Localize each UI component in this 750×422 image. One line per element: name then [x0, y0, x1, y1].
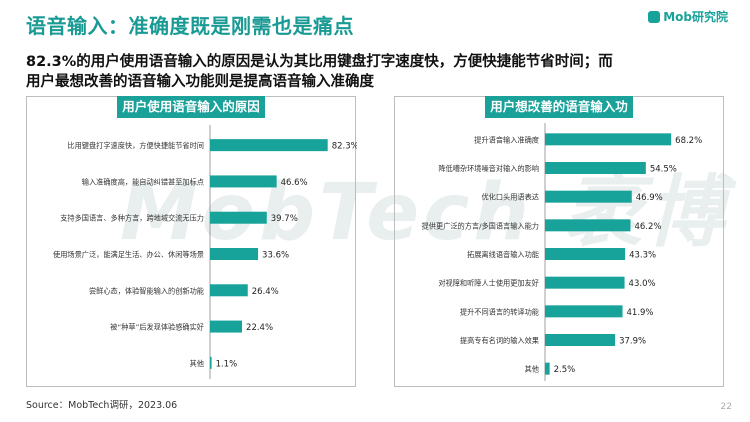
value-label: 33.6%: [262, 251, 289, 261]
value-label: 41.9%: [627, 308, 654, 318]
brand-logo: Mob研究院: [648, 8, 728, 25]
value-label: 39.7%: [271, 214, 298, 224]
bar: [210, 211, 267, 224]
category-label: 尝鲜心态，体验智能输入的创新功能: [89, 286, 204, 295]
value-label: 2.5%: [554, 365, 576, 375]
category-label: 拓展离线语音输入功能: [467, 250, 539, 259]
bar: [210, 284, 248, 297]
value-label: 54.5%: [650, 165, 677, 175]
reasons-chart-panel: 用户使用语音输入的原因 比用键盘打字速度快，方便快捷能节省时间 82.3% 输入准确…: [26, 96, 357, 387]
bar: [545, 276, 625, 289]
category-label: 使用场景广泛，能满足生活、办公、休闲等场景: [53, 250, 204, 259]
improvements-bar-chart: 提升语音输入准确度 68.2% 降低嘈杂环境噪音对输入的影响 54.5% 优化口头用语表…: [422, 123, 702, 381]
bar: [545, 305, 623, 318]
bar: [210, 356, 212, 369]
category-label: 对视障和听障人士使用更加友好: [438, 279, 539, 288]
reasons-bar-chart: 比用键盘打字速度快，方便快捷能节省时间 82.3% 输入准确度高，能自动纠错甚至加标…: [53, 125, 357, 379]
value-label: 37.9%: [619, 337, 646, 347]
page-title: 语音输入：准确度既是刚需也是痛点: [26, 14, 354, 38]
value-label: 46.9%: [636, 193, 663, 203]
improvements-chart-panel: 用户想改善的语音输入功能 提升语音输入准确度 68.2% 降低嘈杂环境噪音对输入的影…: [394, 96, 724, 387]
value-label: 46.6%: [281, 178, 308, 188]
category-label: 比用键盘打字速度快，方便快捷能节省时间: [67, 141, 204, 150]
category-label: 支持多国语言、多种方言，跨地域交流无压力: [60, 214, 204, 223]
value-label: 26.4%: [252, 287, 279, 297]
bar: [210, 248, 259, 260]
value-label: 46.2%: [634, 222, 661, 232]
bar: [545, 219, 631, 232]
bar: [545, 248, 626, 260]
subtitle-line-1: 82.3%的用户使用语音输入的原因是认为其比用键盘打字速度快，方便快捷能节省时间…: [26, 54, 613, 70]
value-label: 1.1%: [216, 359, 238, 369]
bar: [545, 133, 672, 146]
subtitle-line-2: 用户最想改善的语音输入功能则是提高语音输入准确度: [26, 74, 374, 90]
bar: [210, 139, 328, 152]
improvements-chart-title: 用户想改善的语音输入功能: [485, 96, 633, 136]
category-label: 其他: [190, 359, 204, 368]
category-label: 提升语音输入准确度: [474, 135, 539, 144]
category-label: 提高专有名词的输入效果: [460, 336, 539, 345]
reasons-chart-title: 用户使用语音输入的原因: [117, 96, 265, 118]
bar: [545, 162, 646, 174]
category-label: 其他: [525, 365, 539, 374]
value-label: 22.4%: [246, 323, 273, 333]
value-label: 43.0%: [629, 279, 656, 289]
category-label: 输入准确度高，能自动纠错甚至加标点: [82, 177, 204, 186]
page-number: 22: [720, 402, 732, 412]
page-subtitle: 82.3%的用户使用语音输入的原因是认为其比用键盘打字速度快，方便快捷能节省时间…: [26, 52, 736, 92]
category-label: 提升不同语言的转译功能: [460, 307, 539, 316]
category-label: 降低嘈杂环境噪音对输入的影响: [438, 164, 539, 173]
bar: [210, 320, 243, 333]
category-label: 被“种草”后发现体验感确实好: [110, 323, 204, 332]
logo-icon: [648, 10, 661, 23]
value-label: 68.2%: [675, 136, 702, 146]
bar: [545, 334, 616, 346]
bar: [545, 190, 632, 203]
category-label: 提供更广泛的方言/多国语言输入能力: [422, 221, 539, 230]
bar: [210, 175, 277, 188]
category-label: 优化口头用语表达: [481, 193, 539, 202]
logo-text: Mob研究院: [663, 10, 728, 24]
value-label: 82.3%: [332, 142, 357, 152]
value-label: 43.3%: [629, 251, 656, 261]
source-note: Source：MobTech调研，2023.06: [26, 400, 178, 411]
bar: [545, 362, 550, 375]
